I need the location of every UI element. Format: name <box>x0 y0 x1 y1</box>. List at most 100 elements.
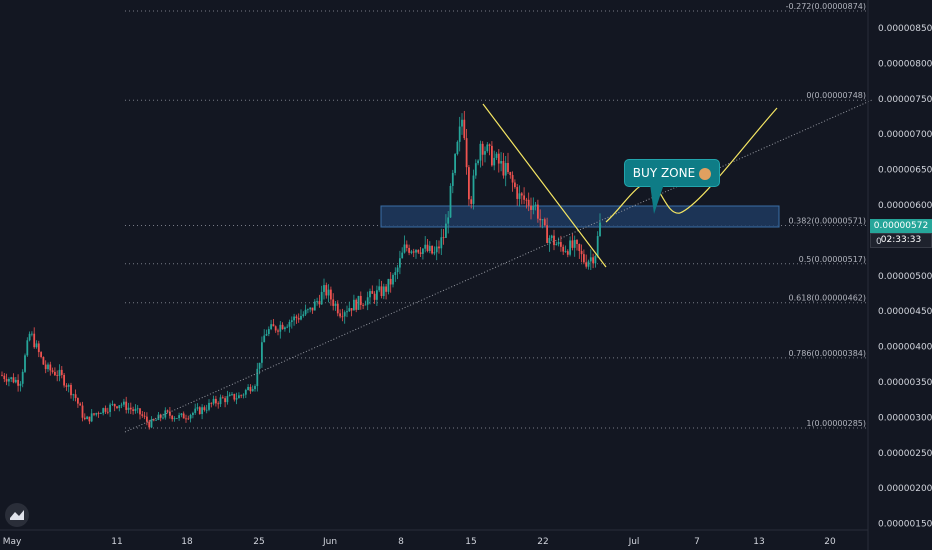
candle-body <box>297 318 300 320</box>
candle-body <box>516 187 519 199</box>
candle-body <box>382 286 385 297</box>
candle-body <box>504 163 507 176</box>
candle-body <box>302 314 305 316</box>
candle-body <box>569 240 571 255</box>
time-tick-label: 20 <box>824 537 836 547</box>
candle-body <box>334 303 337 306</box>
candle-body <box>132 409 134 411</box>
time-axis[interactable]: May 11 18 25 Jun 8 15 22 Jul 7 13 20 <box>0 529 868 547</box>
time-tick-label: 22 <box>537 537 548 547</box>
candle-body <box>51 370 54 372</box>
candle-body <box>369 291 371 298</box>
candle-body <box>3 375 6 380</box>
candle-body <box>187 418 190 420</box>
price-tick-label: 0.00000450 <box>878 307 932 317</box>
candle-body <box>205 409 208 411</box>
candle-body <box>571 240 574 248</box>
candle-body <box>541 219 544 221</box>
price-tick-label: 0.00000600 <box>878 201 932 211</box>
price-tick-label: 0.00000650 <box>878 166 932 176</box>
candle-body <box>585 262 588 267</box>
candle-body <box>433 252 436 254</box>
candle-body <box>74 394 77 399</box>
candle-body <box>288 321 291 327</box>
candle-body <box>35 343 38 348</box>
candle-body <box>37 343 40 353</box>
candle-body <box>162 417 164 419</box>
price-tick-label: 0.00000800 <box>878 59 932 69</box>
candle-body <box>307 309 309 311</box>
candle-body <box>42 356 45 365</box>
price-tick-label: 0.00000200 <box>878 484 932 494</box>
buy-zone-callout[interactable]: BUY ZONE <box>624 159 720 187</box>
projected-path[interactable] <box>605 107 778 223</box>
candle-body <box>392 274 394 285</box>
candle-body <box>461 119 463 127</box>
candle-body <box>208 402 210 410</box>
candle-body <box>576 240 578 245</box>
candle-body <box>210 402 213 404</box>
candle-body <box>357 295 360 310</box>
candle-body <box>196 407 199 409</box>
candle-body <box>458 126 461 142</box>
candle-body <box>332 299 335 306</box>
candle-body <box>56 375 59 377</box>
rising-support-trendline[interactable] <box>124 99 873 433</box>
candle-body <box>81 405 84 418</box>
candle-body <box>267 329 270 334</box>
candle-body <box>31 333 33 335</box>
candle-body <box>318 301 321 305</box>
candle-body <box>17 379 19 386</box>
candle-body <box>293 316 295 321</box>
price-tick-label: 0.00000850 <box>878 24 932 34</box>
candle-body <box>26 340 29 356</box>
candle-body <box>495 153 498 158</box>
candle-body <box>336 303 339 314</box>
candle-body <box>72 394 75 396</box>
time-tick-label: 8 <box>398 537 404 547</box>
candle-body <box>263 335 266 343</box>
candle-body <box>403 244 406 253</box>
price-axis[interactable]: 0.00000850 0.00000800 0.00000750 0.00000700… <box>867 0 932 550</box>
candle-body <box>486 144 489 152</box>
candle-body <box>313 301 316 311</box>
candle-body <box>212 398 215 404</box>
buy-zone-rectangle[interactable] <box>380 205 780 228</box>
candle-body <box>109 404 111 412</box>
candle-body <box>120 404 123 406</box>
candle-body <box>380 286 383 297</box>
candle-body <box>440 237 443 249</box>
candle-body <box>180 413 183 416</box>
candle-body <box>178 415 180 419</box>
time-tick-label: 18 <box>181 537 193 547</box>
candle-body <box>152 419 155 421</box>
candle-body <box>468 167 470 200</box>
descending-resistance-trendline[interactable] <box>482 103 607 268</box>
candle-body <box>129 407 132 410</box>
candle-body <box>346 311 348 313</box>
candle-body <box>86 416 88 420</box>
tradingview-logo-icon[interactable] <box>5 503 29 527</box>
candle-body <box>274 326 277 331</box>
candle-body <box>173 418 176 420</box>
candle-body <box>1 374 3 376</box>
candle-body <box>474 163 477 176</box>
drawings[interactable] <box>124 99 873 433</box>
candle-body <box>350 308 353 311</box>
candle-body <box>28 333 31 341</box>
candle-body <box>33 333 36 348</box>
candle-body <box>426 244 429 252</box>
candle-body <box>113 403 116 407</box>
candle-body <box>224 398 226 403</box>
candle-body <box>286 326 289 328</box>
candle-body <box>419 252 422 254</box>
candle-body <box>127 407 130 410</box>
candle-body <box>428 245 431 252</box>
candle-body <box>67 384 70 387</box>
time-tick-label: Jun <box>322 537 337 547</box>
candle-body <box>65 385 68 387</box>
candle-body <box>19 383 22 386</box>
candle-body <box>231 393 233 395</box>
candle-body <box>300 315 302 320</box>
